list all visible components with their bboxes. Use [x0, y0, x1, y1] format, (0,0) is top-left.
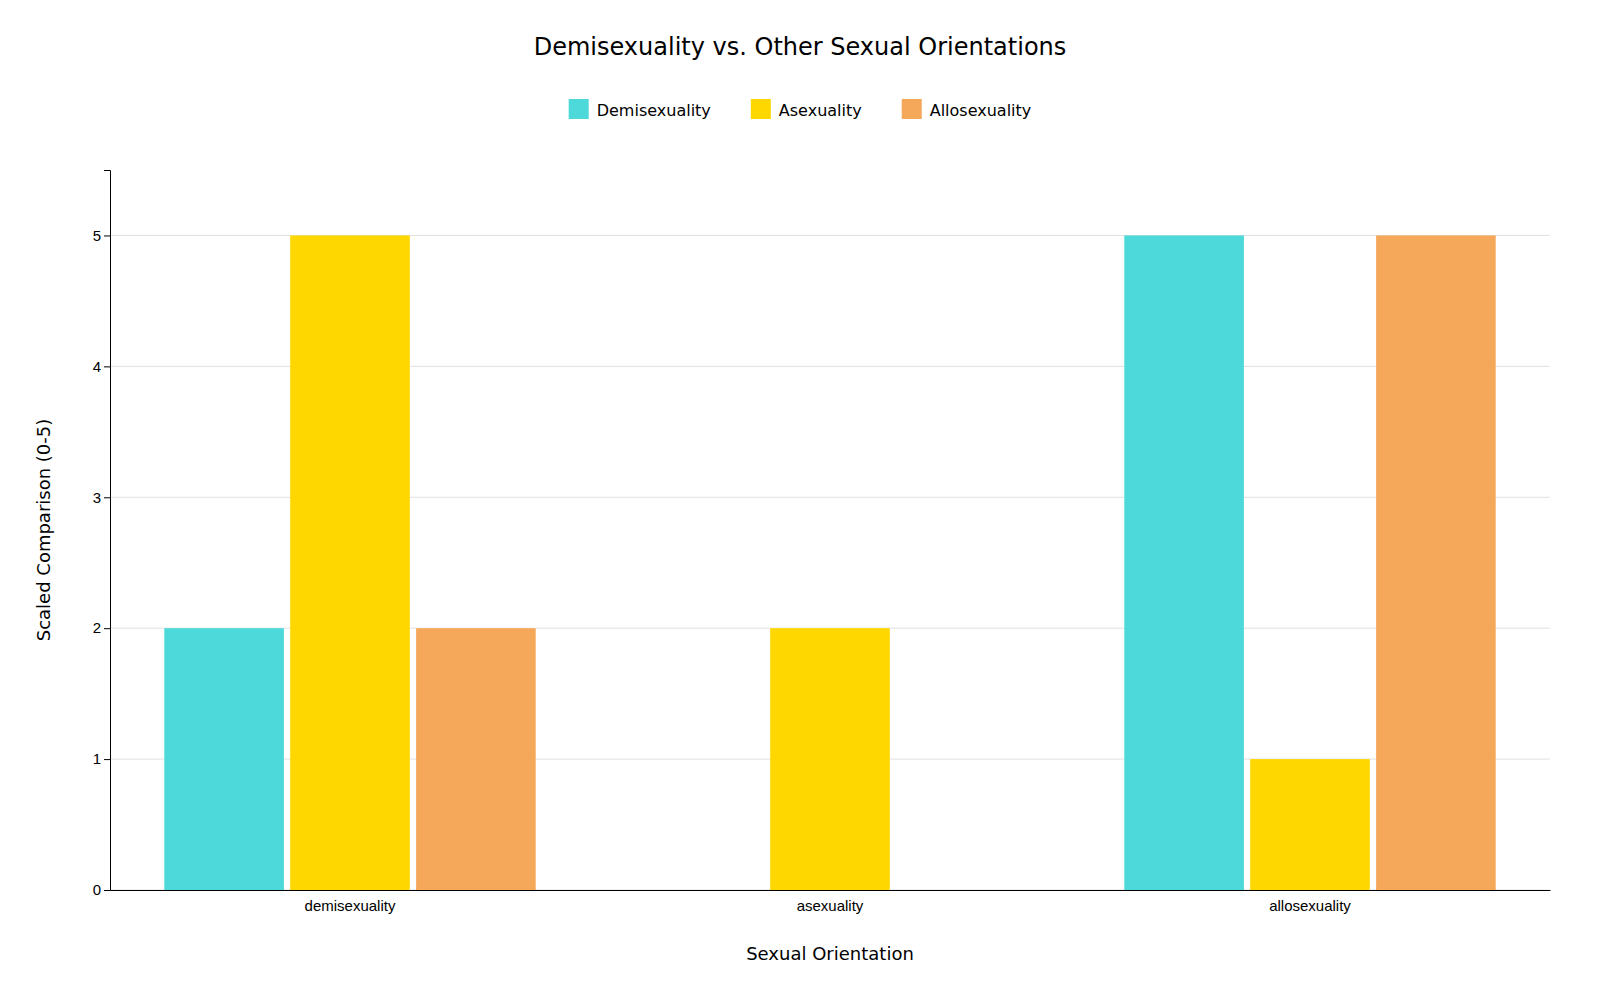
legend-label: Asexuality — [779, 101, 862, 120]
x-axis-line — [111, 890, 1551, 891]
y-axis: 0 1 2 3 4 5 — [93, 171, 111, 899]
bar — [1250, 759, 1370, 890]
bar — [164, 628, 284, 890]
y-tick-mark — [104, 235, 110, 236]
y-tick: 1 — [93, 750, 110, 767]
bar-series — [290, 235, 1370, 890]
x-tick: allosexuality — [1269, 897, 1351, 914]
bar — [416, 628, 536, 890]
x-tick-label: allosexuality — [1269, 897, 1351, 914]
y-tick-label: 3 — [93, 489, 101, 506]
bar-series — [164, 235, 1244, 890]
y-tick-mark — [104, 890, 110, 891]
x-tick: asexuality — [797, 897, 864, 914]
legend-item: Allosexuality — [902, 99, 1032, 120]
bar — [290, 235, 410, 890]
y-tick-label: 2 — [93, 619, 101, 636]
x-tick: demisexuality — [305, 897, 396, 914]
y-tick-mark — [104, 497, 110, 498]
y-tick: 2 — [93, 619, 110, 636]
y-tick-mark — [104, 366, 110, 367]
x-tick-label: asexuality — [797, 897, 864, 914]
grid — [110, 235, 1550, 890]
y-tick: 5 — [93, 227, 110, 244]
y-tick-label: 1 — [93, 750, 101, 767]
legend-item: Demisexuality — [569, 99, 711, 120]
bar — [1376, 235, 1496, 890]
bar — [770, 628, 890, 890]
chart: 0 1 2 3 4 5 demisexuality asexuality allosexuali… — [0, 0, 1600, 1000]
bar — [896, 890, 1016, 891]
x-axis: demisexuality asexuality allosexuality — [111, 891, 1551, 914]
legend-label: Allosexuality — [930, 101, 1032, 120]
legend: Demisexuality Asexuality Allosexuality — [569, 99, 1032, 120]
bar — [644, 890, 764, 891]
legend-swatch — [569, 99, 589, 119]
y-axis-title: Scaled Comparison (0-5) — [33, 419, 54, 642]
bar — [1124, 235, 1244, 890]
x-tick-label: demisexuality — [305, 897, 396, 914]
y-tick-mark — [104, 759, 110, 760]
y-tick-label: 0 — [93, 881, 101, 898]
legend-swatch — [902, 99, 922, 119]
title: Demisexuality vs. Other Sexual Orientati… — [534, 33, 1067, 61]
legend-item: Asexuality — [751, 99, 862, 120]
y-tick-label: 5 — [93, 227, 101, 244]
y-tick: 4 — [93, 358, 110, 375]
bars — [164, 235, 1495, 890]
y-axis-line — [104, 171, 111, 891]
y-tick: 0 — [93, 881, 110, 898]
x-axis-title: Sexual Orientation — [746, 943, 914, 964]
legend-label: Demisexuality — [597, 101, 711, 120]
y-tick: 3 — [93, 489, 110, 506]
bar-series — [416, 235, 1496, 890]
plot: 0 1 2 3 4 5 demisexuality asexuality allosexuali… — [93, 171, 1551, 914]
y-tick-mark — [104, 628, 110, 629]
y-tick-label: 4 — [93, 358, 101, 375]
legend-swatch — [751, 99, 771, 119]
